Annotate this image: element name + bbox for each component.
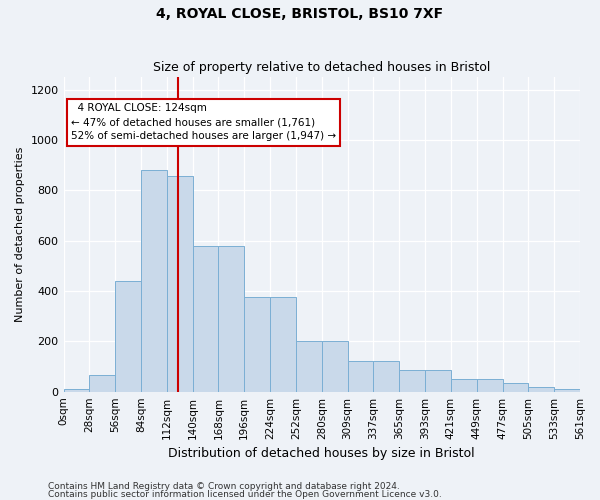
Bar	[244, 298, 270, 392]
Y-axis label: Number of detached properties: Number of detached properties	[15, 146, 25, 322]
Bar	[554, 389, 580, 392]
Bar	[503, 383, 529, 392]
Bar	[477, 379, 503, 392]
Title: Size of property relative to detached houses in Bristol: Size of property relative to detached ho…	[153, 62, 490, 74]
Bar	[373, 362, 399, 392]
Bar	[451, 379, 477, 392]
Bar	[218, 246, 244, 392]
Bar	[399, 370, 425, 392]
Bar	[167, 176, 193, 392]
Bar	[270, 298, 296, 392]
Bar	[322, 342, 347, 392]
Bar	[425, 370, 451, 392]
Bar	[64, 389, 89, 392]
Text: Contains HM Land Registry data © Crown copyright and database right 2024.: Contains HM Land Registry data © Crown c…	[48, 482, 400, 491]
Text: Contains public sector information licensed under the Open Government Licence v3: Contains public sector information licen…	[48, 490, 442, 499]
Bar	[296, 342, 322, 392]
Bar	[141, 170, 167, 392]
Text: 4 ROYAL CLOSE: 124sqm
← 47% of detached houses are smaller (1,761)
52% of semi-d: 4 ROYAL CLOSE: 124sqm ← 47% of detached …	[71, 104, 336, 142]
Bar	[193, 246, 218, 392]
X-axis label: Distribution of detached houses by size in Bristol: Distribution of detached houses by size …	[169, 447, 475, 460]
Bar	[115, 281, 141, 392]
Bar	[529, 387, 554, 392]
Bar	[89, 376, 115, 392]
Bar	[347, 362, 373, 392]
Text: 4, ROYAL CLOSE, BRISTOL, BS10 7XF: 4, ROYAL CLOSE, BRISTOL, BS10 7XF	[157, 8, 443, 22]
